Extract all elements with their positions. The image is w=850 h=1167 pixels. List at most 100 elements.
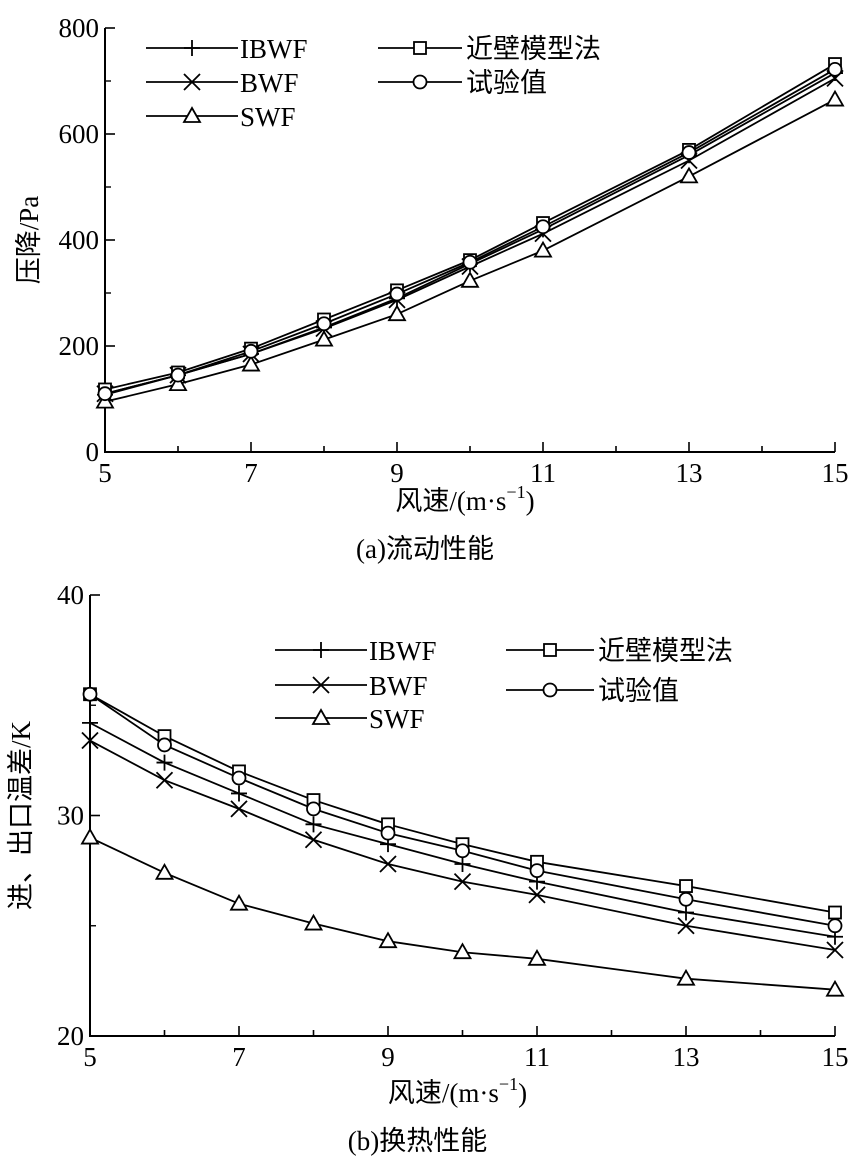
chart1-legend-x-marker	[183, 73, 201, 91]
chart1-point-triangle-marker	[314, 329, 334, 347]
chart2-legend-x-marker	[312, 676, 330, 694]
chart1-series-line-1	[104, 77, 836, 395]
chart2-point-x-marker	[379, 855, 397, 873]
chart1-point-triangle-marker	[679, 166, 699, 184]
chart2-x-tick-label: 5	[83, 1042, 97, 1072]
chart2-x-tick-label: 7	[232, 1042, 246, 1072]
chart2-point-circle-marker	[306, 801, 321, 817]
chart2-series-line-3	[89, 693, 836, 914]
chart2-series-1	[81, 731, 844, 959]
chart1-x-axis-label: 风速/(m·s−1)	[395, 482, 534, 516]
chart1-x-tick-label: 9	[390, 458, 404, 488]
chart2-legend-item: 试验值	[506, 676, 679, 706]
chart1-x-tick-label: 13	[676, 458, 703, 488]
chart1-legend-item: BWF	[146, 68, 299, 98]
chart2-x-tick-label: 13	[673, 1042, 700, 1072]
chart2-point-circle-marker	[455, 843, 470, 859]
chart1-x-axis-label-main: 风速/(m·s	[395, 486, 506, 516]
chart1-x-tick-label: 11	[530, 458, 556, 488]
chart2-point-square-marker	[828, 905, 842, 920]
chart1-point-triangle-marker	[533, 240, 553, 258]
chart2-series-line-4	[89, 693, 836, 927]
chart1-x-tick-label: 15	[822, 458, 849, 488]
chart2-point-x-marker	[677, 917, 695, 935]
chart2-panel: 5 7 9 11 13 15 20 30 40 进、出口温差/K 风速/(m·s−1) (b)换热性能…	[6, 580, 849, 1156]
chart1-x-tick-label: 7	[244, 458, 258, 488]
chart1-series-line-3	[104, 63, 836, 391]
chart2-y-axis-label: 进、出口温差/K	[6, 720, 36, 910]
chart2-legend-item: IBWF	[275, 636, 437, 666]
chart1-series-1	[96, 69, 844, 403]
chart1-legend-triangle-marker	[182, 106, 202, 123]
chart1-legend-label: 近壁模型法	[466, 34, 601, 64]
chart2-point-triangle-marker	[303, 913, 324, 931]
chart1-legend-plus-marker	[184, 40, 200, 56]
chart2-series-3	[83, 687, 842, 920]
chart1-point-circle-marker	[170, 367, 186, 383]
chart1-point-triangle-marker	[241, 354, 261, 372]
chart1-y-tick-label: 600	[59, 119, 100, 149]
chart1-series-3	[98, 57, 842, 397]
chart1-x-tick-label: 5	[98, 458, 112, 488]
chart1-point-circle-marker	[681, 145, 697, 160]
chart2-legend-label: SWF	[369, 704, 425, 734]
chart1-point-circle-marker	[316, 316, 332, 332]
chart1-legend-label: IBWF	[240, 34, 308, 64]
chart2-series-line-0	[89, 722, 836, 938]
chart2-x-tick-label: 15	[822, 1042, 849, 1072]
chart1-legend-circle-marker	[412, 74, 428, 90]
chart1-series-line-4	[104, 68, 836, 395]
chart2-point-circle-marker	[380, 825, 396, 841]
chart2-point-circle-marker	[82, 686, 98, 702]
chart1-legend-item: 近壁模型法	[378, 34, 601, 64]
chart2-legend-item: 近壁模型法	[506, 636, 733, 666]
chart1-y-axis-label: 压降/Pa	[14, 196, 44, 285]
chart2-legend-label: 近壁模型法	[598, 636, 733, 666]
chart2-legend-label: 试验值	[598, 676, 679, 706]
chart2-point-triangle-marker	[154, 863, 175, 880]
chart2-point-x-marker	[155, 771, 174, 789]
chart1-series-4	[97, 61, 843, 402]
chart2-series-4	[82, 686, 843, 934]
chart1-y-tick-label: 0	[86, 437, 100, 467]
chart2-point-circle-marker	[157, 737, 172, 753]
chart2-point-triangle-marker	[80, 827, 100, 845]
chart2-y-tick-label: 40	[57, 580, 84, 610]
chart2-x-axis-label-close: )	[518, 1078, 527, 1108]
chart2-legend-plus-marker	[313, 642, 329, 658]
chart1-point-triangle-marker	[460, 270, 480, 288]
chart1-x-axis-label-close: )	[526, 486, 535, 516]
chart2-point-plus-marker	[678, 904, 694, 921]
chart2-point-plus-marker	[305, 816, 322, 833]
chart1-y-tick-label: 800	[59, 13, 100, 43]
chart2-point-triangle-marker	[378, 931, 398, 949]
chart1-x-axis-label-sup: −1	[506, 482, 525, 502]
chart2-point-triangle-marker	[825, 979, 845, 997]
chart1-legend-item: IBWF	[146, 34, 308, 64]
chart1-point-circle-marker	[827, 61, 843, 77]
chart2-point-triangle-marker	[452, 942, 473, 960]
chart2-point-triangle-marker	[229, 893, 249, 911]
chart1-legend-item: 试验值	[378, 68, 547, 98]
chart1-y-tick-label: 400	[59, 225, 100, 255]
chart1-point-triangle-marker	[387, 304, 407, 322]
chart2-caption: (b)换热性能	[348, 1126, 487, 1156]
chart2-legend-triangle-marker	[311, 708, 331, 725]
chart1-point-circle-marker	[97, 386, 113, 402]
chart1-legend-label: BWF	[240, 68, 299, 98]
chart2-x-axis-label-main: 风速/(m·s	[388, 1078, 499, 1108]
chart1-legend-square-marker	[413, 41, 427, 55]
chart2-legend-square-marker	[543, 643, 557, 657]
chart2-y-tick-label: 30	[57, 801, 84, 831]
chart2-legend-label: BWF	[369, 671, 428, 701]
chart2-point-plus-marker	[156, 754, 173, 771]
chart2-point-plus-marker	[82, 714, 98, 731]
chart2-point-x-marker	[528, 886, 546, 904]
chart2-x-axis-label: 风速/(m·s−1)	[388, 1074, 527, 1108]
chart1-legend-label: SWF	[240, 102, 296, 132]
chart2-point-x-marker	[304, 831, 323, 849]
chart2-y-tick-label: 20	[57, 1021, 84, 1051]
chart1-series-line-0	[104, 72, 836, 396]
